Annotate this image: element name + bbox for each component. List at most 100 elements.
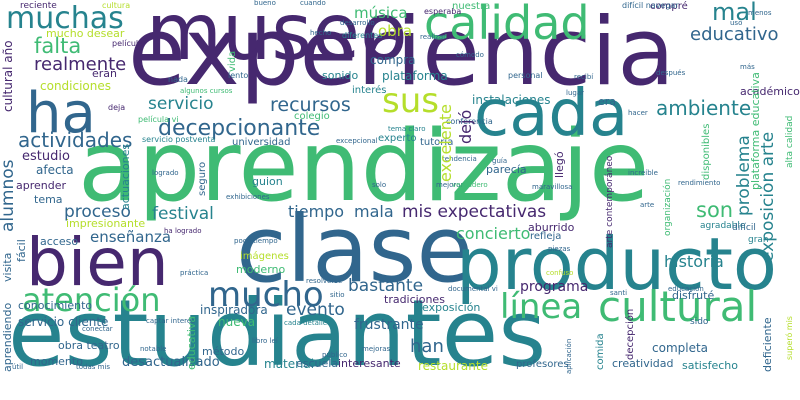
word-han: han <box>410 336 444 357</box>
word-profesores: profesores <box>516 359 569 370</box>
word-hacer: hacer <box>628 109 648 117</box>
word-increible: increíble <box>628 169 658 177</box>
word-inspiradora: inspiradora <box>200 303 268 317</box>
word-sonido: sonido <box>322 69 359 82</box>
word-actuaciones: actuaciones <box>119 143 132 210</box>
word-mis-expectativas: mis expectativas <box>402 202 547 222</box>
word-excelente: excelente <box>436 104 455 182</box>
word-visita: visita <box>1 252 14 282</box>
word-piezas: piezas <box>548 245 571 253</box>
word-tema-claro: tema claro <box>388 125 426 133</box>
word-creatividad: creatividad <box>612 357 674 370</box>
word-compra: compra <box>370 53 416 67</box>
word-pelicula-vi: película vi <box>138 115 179 124</box>
word-sus: sus <box>382 81 439 121</box>
word-gran: gran <box>748 235 769 245</box>
word-conferencia: conferencia <box>446 117 493 126</box>
word-sido: sido <box>690 317 709 327</box>
word-guion: guion <box>252 175 283 188</box>
word-actividades: actividades <box>18 128 133 152</box>
word-exposicion-arte: exposición arte <box>758 131 778 262</box>
word-solo: solo <box>372 181 387 189</box>
word-esperaba: esperaba <box>424 7 462 16</box>
word-frustrante: frustrante <box>354 317 424 333</box>
word-deja: deja <box>108 103 126 112</box>
word-lugar: lugar <box>566 89 584 97</box>
word-moderno: moderno <box>236 263 286 276</box>
word-tutoria: tutoría <box>420 137 454 148</box>
word-completa: completa <box>652 341 709 355</box>
word-academico: académico <box>740 85 800 98</box>
word-instalaciones: instalaciones <box>472 93 551 107</box>
word-aprender: aprender <box>16 179 67 192</box>
word-publico: público <box>322 351 348 359</box>
word-todas-mis: todas mis <box>76 363 111 371</box>
word-compre: compré <box>650 1 688 12</box>
word-logrado: logrado <box>152 169 179 177</box>
word-calidad: calidad <box>424 0 590 50</box>
word-exposicion: exposición <box>422 301 481 314</box>
word-son: son <box>696 198 734 222</box>
word-arte-contemporaneo: arte contemporáneo <box>605 155 615 248</box>
word-facil: fácil <box>15 239 28 262</box>
word-ambiente: ambiente <box>656 96 752 120</box>
word-captar-interes: captar interés <box>146 317 195 325</box>
word-mejoras: mejoras <box>362 345 391 353</box>
word-organizacion: organización <box>663 178 673 236</box>
word-vida: vida <box>227 50 238 72</box>
word-cuando: cuando <box>300 0 326 7</box>
word-uso: uso <box>730 19 743 27</box>
word-conectar: conectar <box>82 325 113 333</box>
word-practica: práctica <box>180 269 209 277</box>
word-nueva: nueva <box>218 315 256 329</box>
word-mejorar: mejorar <box>436 181 464 189</box>
word-obra-teatro: obra teatro <box>58 339 120 352</box>
word-satisfecho: satisfecho <box>682 359 738 372</box>
word-aprendiendo: aprendiendo <box>1 302 14 372</box>
word-era: era <box>598 95 617 108</box>
word-mucho: mucho <box>208 275 324 315</box>
word-metodo: método <box>202 345 245 358</box>
word-seguro: seguro <box>197 161 208 196</box>
word-evento: evento <box>286 300 345 320</box>
word-muchas: muchas <box>6 1 124 36</box>
word-dificil: difícil <box>732 223 756 233</box>
word-musica: música <box>354 4 408 22</box>
word-decepcion: decepción <box>625 308 636 360</box>
word-documental: documental vi <box>448 285 498 293</box>
word-realizar: realizar <box>420 33 447 41</box>
word-historia: historia <box>664 252 724 271</box>
word-parecia: parecía <box>486 163 527 176</box>
word-interesante: interesante <box>338 357 401 370</box>
word-servicio-postventa: servicio postventa <box>142 135 216 144</box>
word-rendimiento: rendimiento <box>678 179 721 187</box>
word-decepcionante: decepcionante <box>158 116 321 141</box>
word-museo: museo <box>146 0 408 78</box>
word-aburrido: aburrido <box>528 221 575 234</box>
word-obra: obra <box>378 22 413 40</box>
word-mucho-desear: mucho desear <box>46 27 125 40</box>
word-cultural: cultural <box>598 282 758 331</box>
word-disfrute: disfruté <box>672 289 715 302</box>
word-clase: clase <box>236 196 474 303</box>
word-educacion: educación <box>668 285 704 293</box>
word-lento: lento <box>228 71 249 80</box>
word-libro-lei: libro leí <box>252 337 278 345</box>
word-alta-calidad: alta calidad <box>785 115 795 168</box>
word-aplicacion: aplicación <box>565 338 573 374</box>
word-nada: nada <box>168 75 188 84</box>
word-bastante: bastante <box>348 276 424 296</box>
word-personal: personal <box>508 71 543 80</box>
word-colegio: colegio <box>294 111 330 122</box>
word-maravillosa: maravillosa <box>532 183 573 191</box>
word-estudio: estudio <box>22 149 70 164</box>
word-exhibiciones: exhibiciones <box>226 193 270 201</box>
word-desactualizado: desactualizado <box>122 355 220 370</box>
word-confuso: confuso <box>546 269 574 277</box>
word-servicio-cliente: servicio cliente <box>18 315 109 329</box>
word-refleja: refleja <box>530 231 562 242</box>
word-despues: después <box>656 69 686 77</box>
word-mala: mala <box>354 202 394 221</box>
word-realmente: realmente <box>34 54 127 75</box>
